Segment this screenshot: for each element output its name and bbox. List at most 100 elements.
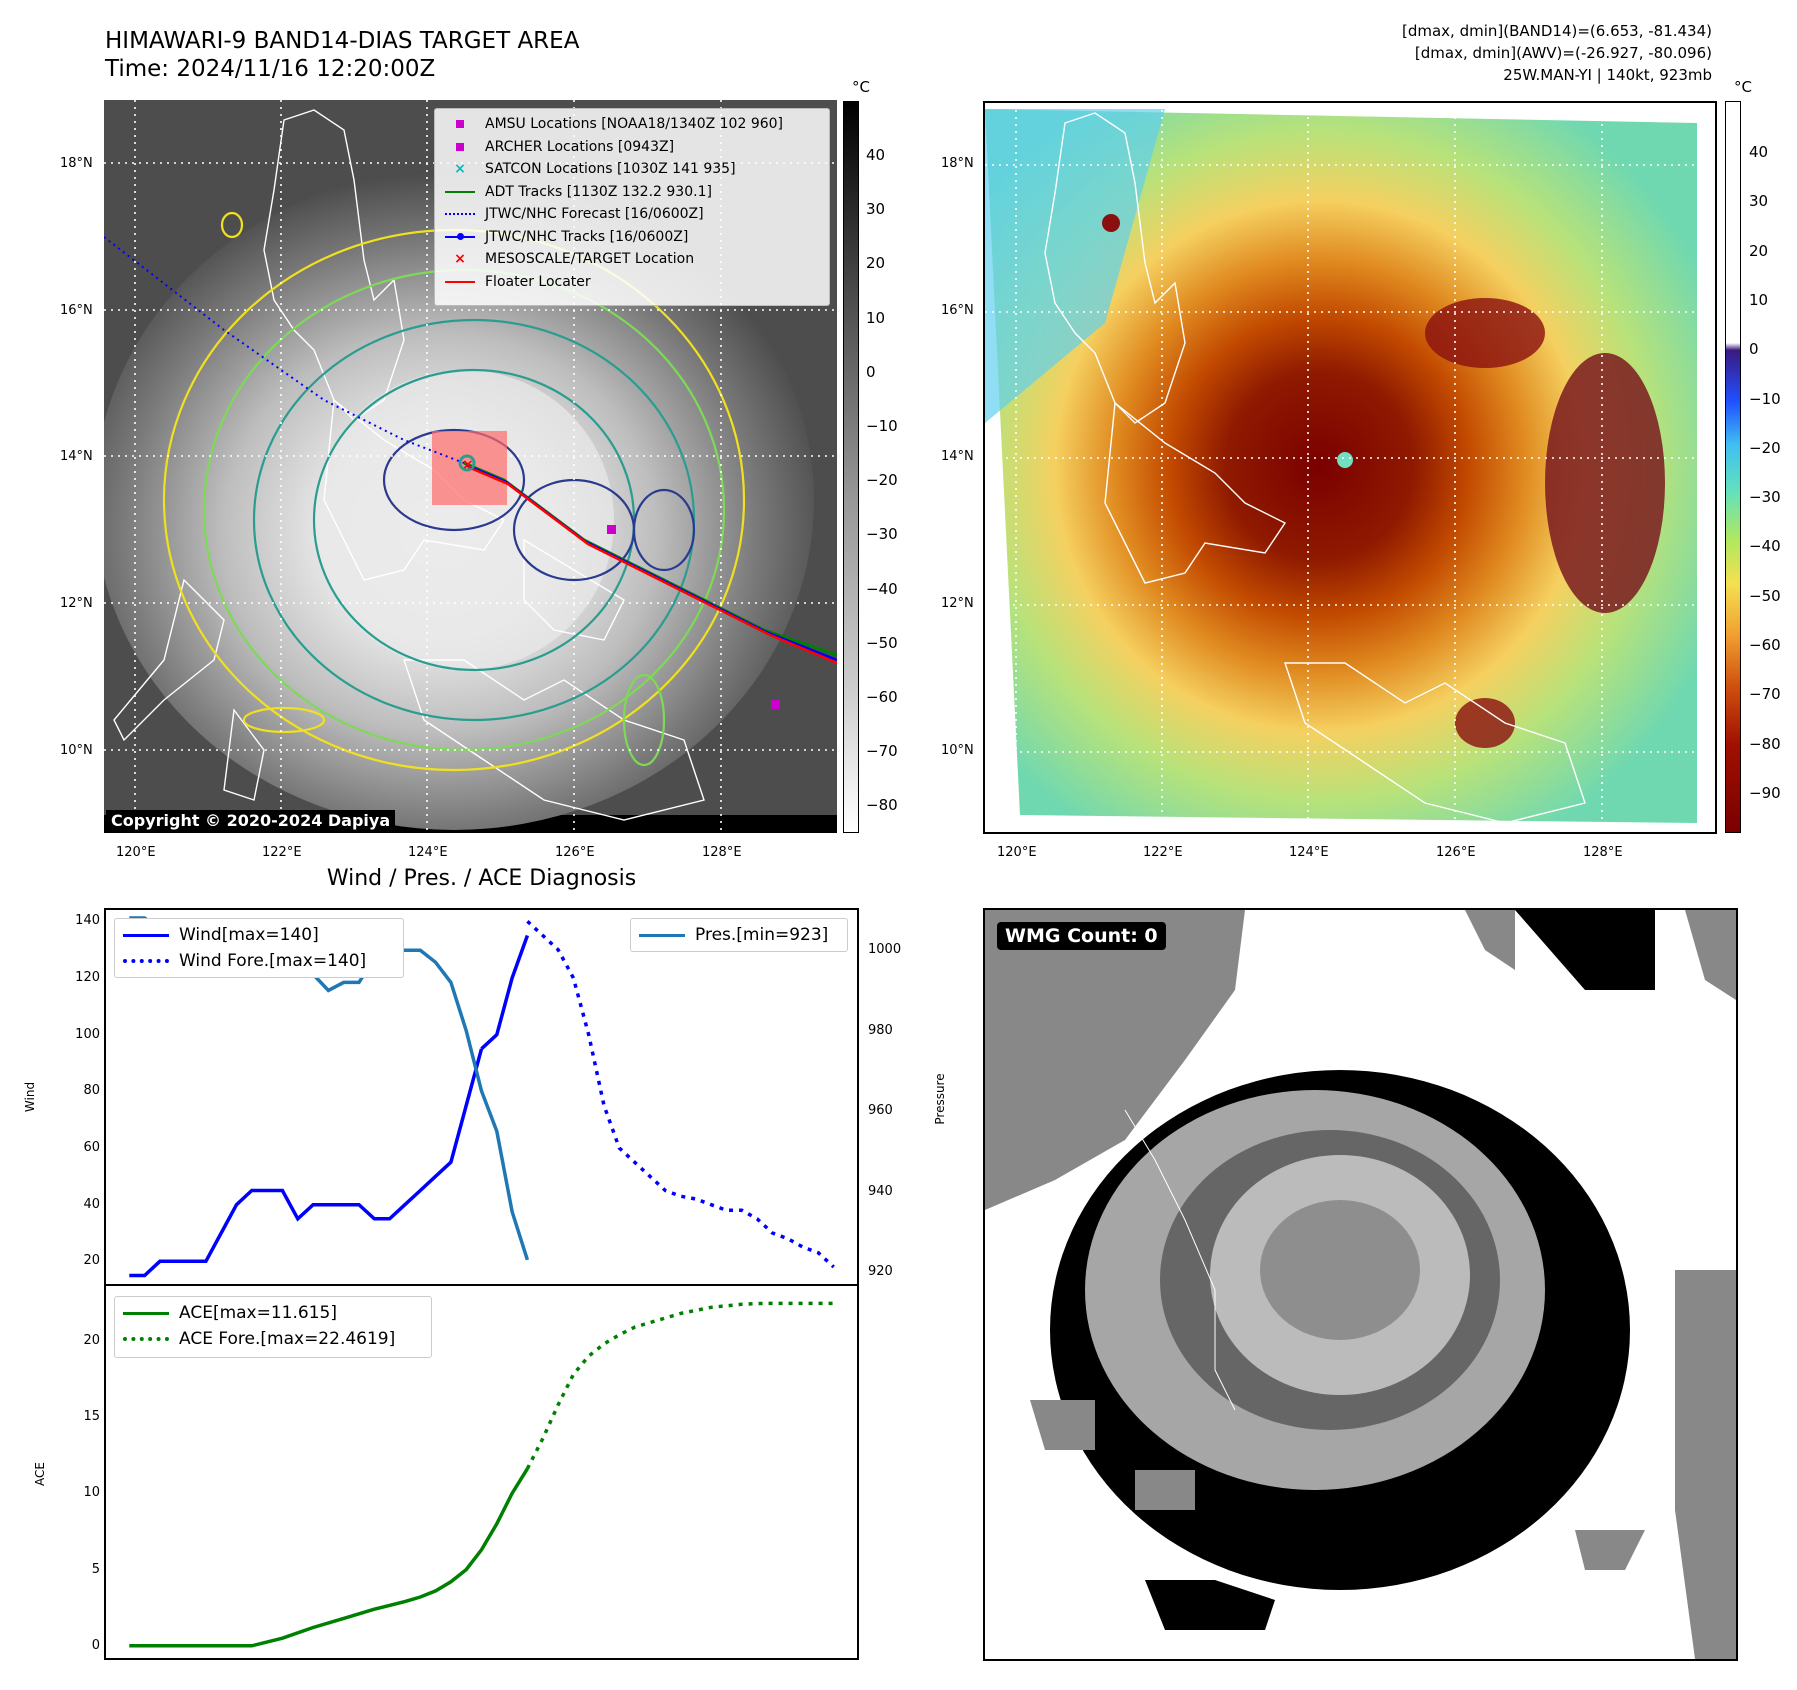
legend-item-amsu: AMSU Locations [NOAA18/1340Z 102 960] [443, 113, 821, 136]
right-colorbar-tick-1: 30 [1749, 192, 1769, 211]
right-colorbar-tick-2: 20 [1749, 241, 1769, 260]
wmg-panel: WMG Count: 0 [983, 908, 1738, 1661]
enhanced-ir-map [985, 103, 1715, 832]
legend-ace: ACE[max=11.615] [123, 1300, 423, 1326]
left-colorbar-tick-0: 40 [866, 146, 886, 164]
coastlines [1044, 112, 1586, 824]
left-colorbar-tick-9: −50 [866, 633, 898, 652]
diagnosis-title: Wind / Pres. / ACE Diagnosis [326, 866, 637, 891]
left-colorbar-tick-12: −80 [866, 796, 898, 815]
right-colorbar-tick-7: −30 [1749, 488, 1781, 507]
series-wind-max-140- [129, 1048, 484, 1278]
wind-legend: Wind[max=140] Wind Fore.[max=140] [114, 918, 404, 978]
lon-tick-120: 120°E [116, 845, 156, 860]
legend-item-satcon: × SATCON Locations [1030Z 141 935] [454, 161, 736, 178]
legend-pressure: Pres.[min=923] [639, 922, 839, 948]
left-colorbar-tick-3: 10 [866, 308, 886, 327]
right-colorbar-tick-12: −80 [1749, 734, 1781, 753]
lat-tick-10: 10°N [60, 743, 93, 758]
left-colorbar-tick-4: 0 [866, 362, 876, 381]
wind-y-tick: 20 [83, 1253, 100, 1269]
info-awv: [dmax, dmin](AWV)=(-26.927, -80.096) [1414, 44, 1712, 62]
pressure-y-tick: 980 [868, 1022, 893, 1038]
right-colorbar-tick-0: 40 [1749, 143, 1769, 161]
archer-marker [771, 700, 780, 709]
lat-tick-14: 14°N [60, 449, 93, 464]
right-colorbar-tick-9: −50 [1749, 586, 1781, 605]
mesoscale-target-marker: × [462, 457, 474, 473]
ace-plot: ACE[max=11.615] ACE Fore.[max=22.4619] [104, 1284, 859, 1660]
wind-y-tick: 80 [83, 1083, 100, 1099]
pressure-y-tick: 940 [868, 1183, 893, 1199]
lat-tick-14-right: 14°N [941, 449, 974, 464]
pressure-axis-label: Pressure [933, 1073, 947, 1125]
wind-y-tick: 140 [75, 913, 100, 929]
left-colorbar-tick-10: −60 [866, 688, 898, 706]
left-colorbar-unit: °C [852, 78, 870, 96]
left-colorbar-tick-7: −30 [866, 525, 898, 544]
lat-tick-10-right: 10°N [941, 743, 974, 758]
wind-axis-label: Wind [23, 1081, 37, 1113]
right-colorbar-unit: °C [1734, 78, 1752, 96]
lon-tick-128: 128°E [702, 845, 742, 860]
chart-title: HIMAWARI-9 BAND14-DIAS TARGET AREA [105, 28, 580, 54]
lon-tick-128-right: 128°E [1583, 845, 1623, 860]
legend-ace-forecast: ACE Fore.[max=22.4619] [123, 1326, 423, 1352]
amsu-marker [607, 525, 616, 534]
copyright-label: Copyright © 2020-2024 Dapiya [106, 810, 396, 831]
lat-tick-18: 18°N [60, 156, 93, 171]
right-colorbar-tick-13: −90 [1749, 783, 1781, 802]
legend-wind-forecast: Wind Fore.[max=140] [123, 948, 395, 974]
info-band14: [dmax, dmin](BAND14)=(6.653, -81.434) [1401, 22, 1712, 40]
lon-tick-126-right: 126°E [1436, 845, 1476, 860]
map-legend: AMSU Locations [NOAA18/1340Z 102 960] AR… [434, 108, 830, 306]
left-colorbar-tick-2: 20 [866, 254, 886, 273]
floater-locater-track [467, 465, 838, 665]
right-colorbar-tick-8: −40 [1749, 537, 1781, 556]
lon-tick-124: 124°E [408, 845, 448, 860]
info-storm: 25W.MAN-YI | 140kt, 923mb [1503, 66, 1712, 84]
ace-y-tick: 15 [83, 1409, 100, 1425]
wind-y-tick: 120 [75, 970, 100, 985]
wmg-image [985, 910, 1736, 1659]
series-wind-fore-max-140- [526, 920, 835, 1269]
storm-eye [458, 454, 476, 472]
storm-eye [1337, 452, 1353, 468]
series-wind-max-140-final- [480, 934, 530, 1051]
pressure-y-tick: 960 [868, 1103, 893, 1119]
legend-item-floater: Floater Locater [443, 271, 821, 294]
lat-tick-18-right: 18°N [941, 156, 974, 171]
ace-axis-label: ACE [33, 1462, 47, 1486]
legend-item-mesoscale: × MESOSCALE/TARGET Location [454, 251, 695, 268]
lon-tick-122: 122°E [262, 845, 302, 860]
left-colorbar-tick-6: −20 [866, 471, 898, 490]
ace-y-tick: 20 [83, 1332, 100, 1348]
ace-svg [129, 1301, 834, 1648]
legend-wind: Wind[max=140] [123, 922, 395, 948]
legend-item-jtwc-tracks: JTWC/NHC Tracks [16/0600Z] [443, 226, 821, 249]
wind-y-tick: 60 [83, 1140, 100, 1155]
enhanced-ir-panel [983, 101, 1717, 834]
wind-y-tick: 40 [83, 1196, 100, 1212]
left-colorbar-tick-11: −70 [866, 742, 898, 761]
map-gridlines [985, 103, 1715, 832]
jtwc-forecast-track [103, 236, 465, 464]
wind-pressure-plot: Wind[max=140] Wind Fore.[max=140] Pres.[… [104, 908, 859, 1286]
right-colorbar-tick-3: 10 [1749, 290, 1769, 309]
left-colorbar-tick-5: −10 [866, 417, 898, 435]
series-ace-fore-max-22-4619- [525, 1301, 834, 1470]
lon-tick-124-right: 124°E [1289, 845, 1329, 860]
right-colorbar-tick-11: −70 [1749, 685, 1781, 704]
left-colorbar [843, 101, 859, 833]
pressure-legend: Pres.[min=923] [630, 918, 848, 952]
right-colorbar-tick-5: −10 [1749, 389, 1781, 408]
lat-tick-12: 12°N [60, 596, 93, 611]
right-colorbar-tick-10: −60 [1749, 636, 1781, 654]
lat-tick-16: 16°N [60, 303, 93, 318]
ace-y-tick: 5 [91, 1561, 100, 1577]
lon-tick-120-right: 120°E [997, 845, 1037, 860]
right-colorbar [1725, 101, 1741, 833]
lon-tick-122-right: 122°E [1143, 845, 1183, 860]
small-convection-cell [1102, 214, 1120, 232]
lon-tick-126: 126°E [555, 845, 595, 860]
